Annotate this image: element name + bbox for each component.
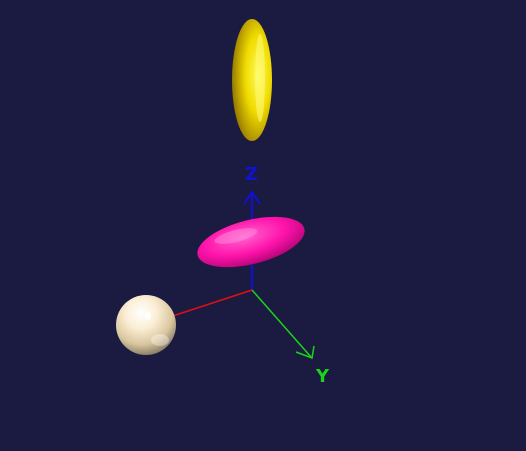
- y-axis: [251, 289, 315, 360]
- y-axis-label: Y: [315, 366, 330, 387]
- magenta-ellipsoid[interactable]: [192, 207, 309, 276]
- z-axis-label: Z: [245, 164, 258, 185]
- yellow-ellipsoid[interactable]: [232, 19, 272, 141]
- white-sphere[interactable]: [116, 295, 176, 355]
